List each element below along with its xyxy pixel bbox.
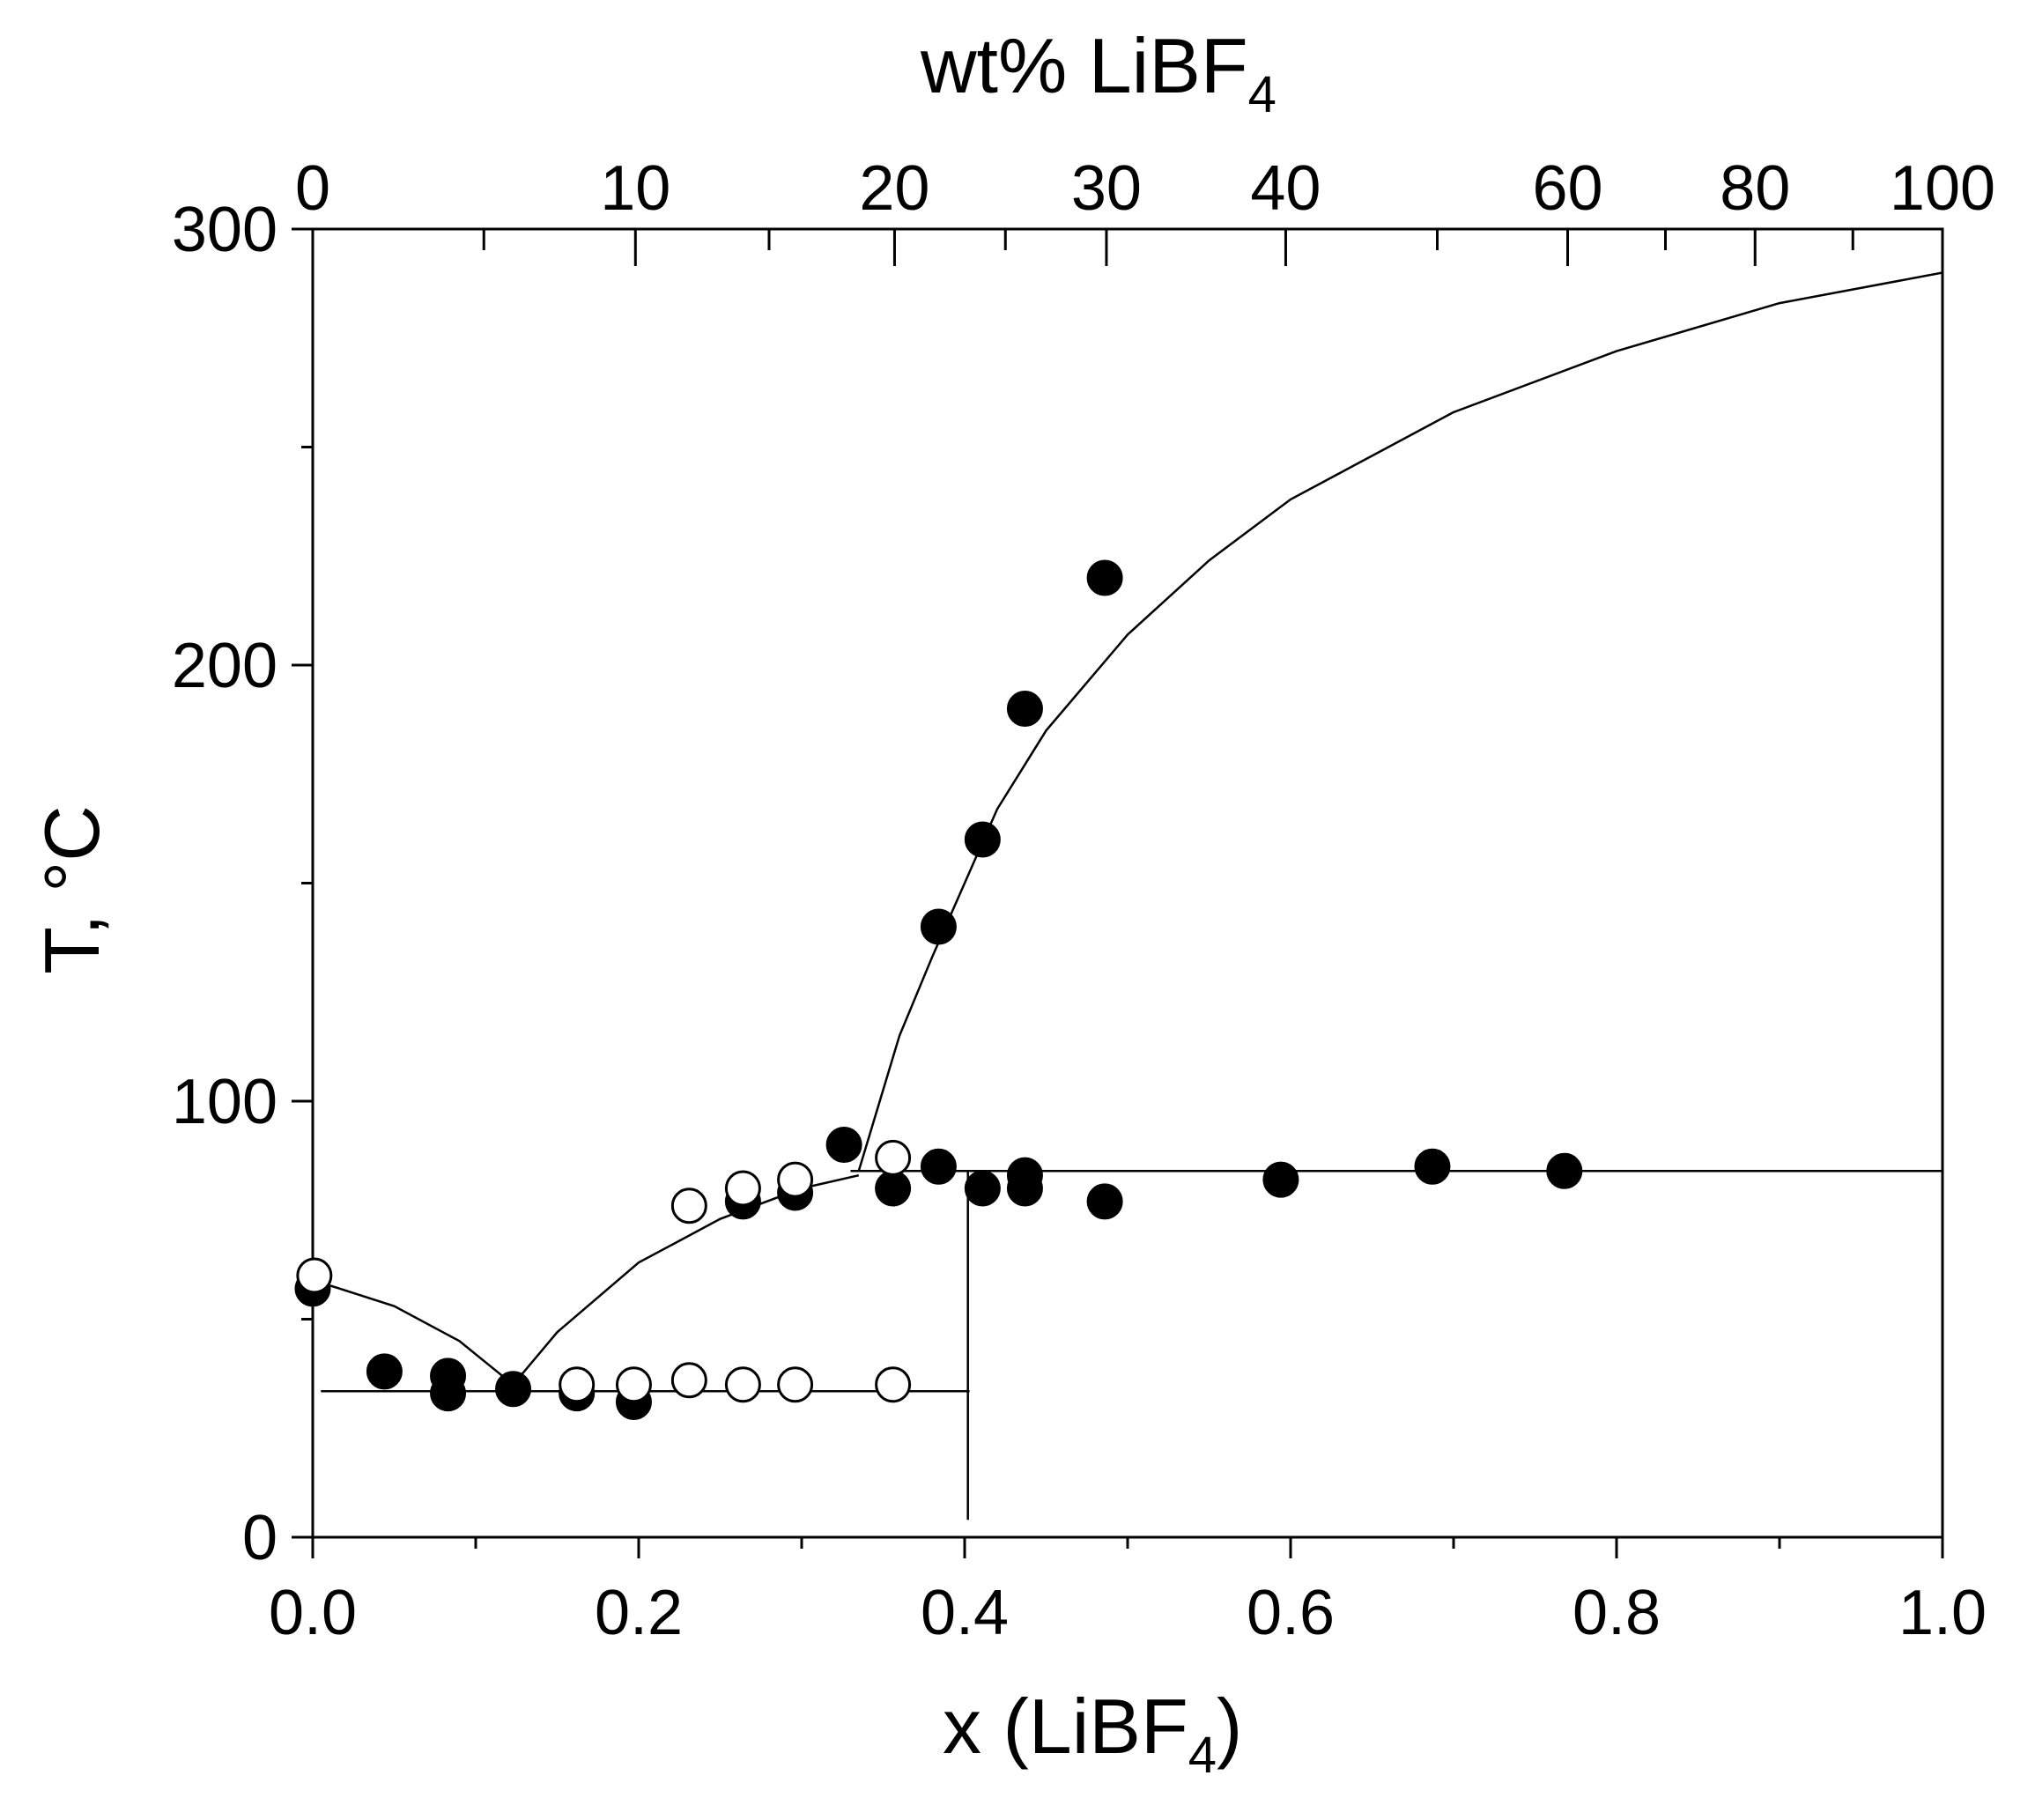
top-tick-label: 20 [859,153,929,224]
top-tick-label: 100 [1890,153,1995,224]
point-filled [1414,1148,1451,1185]
x-axis-title-tail: ) [1217,1683,1242,1770]
x-axis-title: x (LiBF4) [943,1683,1242,1784]
top-axis-title-main: wt% LiBF [920,22,1248,109]
point-open [875,1139,912,1176]
chart-lines [312,271,1943,1520]
point-filled [366,1353,403,1390]
x-axis-title-sub: 4 [1188,1727,1217,1784]
point-open [777,1161,814,1198]
top-axis-title-sub: 4 [1248,66,1276,123]
chart-points [294,559,1583,1421]
point-open [724,1170,761,1207]
point-filled [495,1371,532,1408]
top-tick-label: 60 [1532,153,1602,224]
point-open [296,1257,333,1294]
point-filled [430,1375,467,1412]
point-filled [825,1127,862,1163]
top-tick-label: 0 [295,153,330,224]
point-open [670,1187,707,1224]
point-open [875,1366,912,1403]
top-tick-label: 30 [1071,153,1142,224]
x-tick-label: 0.6 [1247,1578,1335,1648]
point-filled [964,821,1001,858]
point-filled [1086,1183,1123,1220]
point-filled [1006,1157,1043,1194]
point-filled [964,1170,1001,1207]
point-filled [920,1148,957,1185]
x-tick-label: 1.0 [1898,1578,1987,1648]
x-tick-label: 0.8 [1572,1578,1661,1648]
top-tick-label: 10 [600,153,670,224]
y-tick-label: 200 [172,631,278,701]
line-liquidus-right [857,271,1943,1172]
plot-frame [311,227,1944,1539]
point-filled [1546,1152,1583,1189]
y-axis-title: T, °C [28,805,115,974]
line-liquidus-left [312,1278,514,1386]
top-axis-title: wt% LiBF4 [920,22,1276,123]
point-open [724,1366,761,1403]
point-filled [920,908,957,945]
y-tick-label: 100 [172,1067,278,1137]
x-axis-title-main: x (LiBF [943,1683,1188,1770]
point-filled [1006,691,1043,727]
y-tick-label: 0 [242,1503,278,1573]
chart-ticks [292,227,1944,1558]
point-open [670,1362,707,1399]
point-open [615,1366,652,1403]
x-tick-label: 0.2 [595,1578,683,1648]
top-tick-label: 80 [1720,153,1790,224]
x-tick-label: 0.0 [269,1578,357,1648]
point-open [559,1366,596,1403]
y-tick-label: 300 [172,195,278,265]
x-tick-label: 0.4 [921,1578,1009,1648]
point-filled [1086,559,1123,596]
point-filled [1262,1161,1299,1198]
point-filled [875,1170,912,1207]
top-tick-label: 40 [1250,153,1321,224]
point-open [777,1366,814,1403]
